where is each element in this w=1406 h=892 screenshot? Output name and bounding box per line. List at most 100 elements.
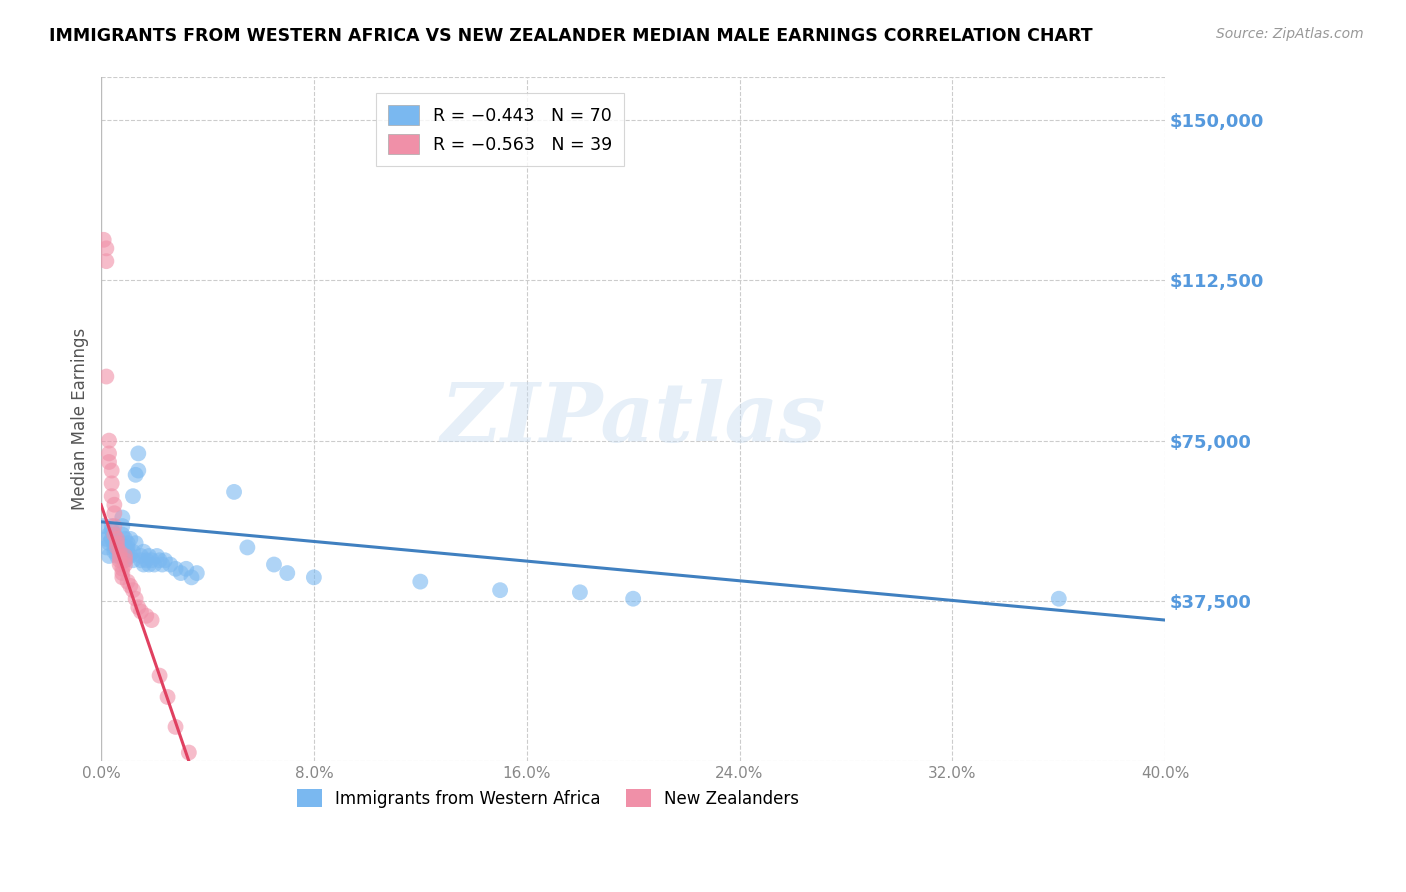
Point xyxy=(263,558,285,572)
Point xyxy=(124,467,146,482)
Point xyxy=(138,549,160,563)
Point xyxy=(127,464,149,478)
Point xyxy=(98,549,121,563)
Point xyxy=(105,532,128,546)
Point xyxy=(98,434,121,448)
Point xyxy=(165,720,187,734)
Point xyxy=(120,532,142,546)
Point xyxy=(122,553,145,567)
Point xyxy=(105,541,128,555)
Point xyxy=(105,536,128,550)
Point xyxy=(127,600,149,615)
Point xyxy=(103,506,125,520)
Point xyxy=(141,553,163,567)
Point xyxy=(302,570,325,584)
Point xyxy=(105,532,128,546)
Point xyxy=(93,519,115,533)
Text: IMMIGRANTS FROM WESTERN AFRICA VS NEW ZEALANDER MEDIAN MALE EARNINGS CORRELATION: IMMIGRANTS FROM WESTERN AFRICA VS NEW ZE… xyxy=(49,27,1092,45)
Point xyxy=(129,605,152,619)
Point xyxy=(409,574,432,589)
Point xyxy=(122,583,145,598)
Point xyxy=(96,532,118,546)
Point xyxy=(108,536,131,550)
Point xyxy=(98,536,121,550)
Point xyxy=(186,566,208,580)
Point xyxy=(124,536,146,550)
Point xyxy=(111,510,134,524)
Point xyxy=(111,527,134,541)
Point xyxy=(111,519,134,533)
Point xyxy=(100,524,122,538)
Point xyxy=(114,549,136,563)
Point xyxy=(132,558,155,572)
Point xyxy=(103,527,125,541)
Point xyxy=(103,498,125,512)
Point xyxy=(276,566,298,580)
Point xyxy=(122,545,145,559)
Point xyxy=(98,527,121,541)
Point xyxy=(120,579,142,593)
Point xyxy=(114,553,136,567)
Point xyxy=(127,446,149,460)
Text: ZIPatlas: ZIPatlas xyxy=(440,379,825,459)
Point xyxy=(114,553,136,567)
Point xyxy=(135,553,157,567)
Point xyxy=(100,476,122,491)
Point xyxy=(129,553,152,567)
Point xyxy=(621,591,644,606)
Point xyxy=(96,369,118,384)
Point xyxy=(103,536,125,550)
Legend: Immigrants from Western Africa, New Zealanders: Immigrants from Western Africa, New Zeal… xyxy=(290,783,806,814)
Point xyxy=(105,541,128,555)
Point xyxy=(108,558,131,572)
Point xyxy=(117,536,139,550)
Point xyxy=(122,489,145,503)
Point xyxy=(103,519,125,533)
Point xyxy=(103,541,125,555)
Point xyxy=(153,553,176,567)
Point xyxy=(222,484,245,499)
Point xyxy=(236,541,259,555)
Point xyxy=(568,585,591,599)
Point xyxy=(111,570,134,584)
Point xyxy=(108,545,131,559)
Point xyxy=(98,455,121,469)
Point xyxy=(1047,591,1070,606)
Point xyxy=(108,545,131,559)
Point xyxy=(132,545,155,559)
Point xyxy=(111,549,134,563)
Point xyxy=(156,690,179,704)
Point xyxy=(103,545,125,559)
Point xyxy=(114,541,136,555)
Point xyxy=(120,549,142,563)
Point xyxy=(150,558,173,572)
Point xyxy=(177,746,200,760)
Point xyxy=(111,562,134,576)
Point xyxy=(146,549,169,563)
Point xyxy=(114,558,136,572)
Point xyxy=(159,558,181,572)
Point xyxy=(96,254,118,268)
Point xyxy=(170,566,193,580)
Point xyxy=(174,562,197,576)
Point xyxy=(105,541,128,555)
Point xyxy=(117,574,139,589)
Point xyxy=(143,558,166,572)
Point xyxy=(93,233,115,247)
Point xyxy=(114,532,136,546)
Point xyxy=(117,549,139,563)
Point xyxy=(148,553,170,567)
Point xyxy=(129,549,152,563)
Point xyxy=(103,527,125,541)
Point xyxy=(98,446,121,460)
Y-axis label: Median Male Earnings: Median Male Earnings xyxy=(72,328,89,510)
Point xyxy=(180,570,202,584)
Point xyxy=(108,549,131,563)
Point xyxy=(135,608,157,623)
Text: Source: ZipAtlas.com: Source: ZipAtlas.com xyxy=(1216,27,1364,41)
Point xyxy=(117,541,139,555)
Point xyxy=(100,464,122,478)
Point xyxy=(96,241,118,255)
Point xyxy=(105,549,128,563)
Point xyxy=(100,489,122,503)
